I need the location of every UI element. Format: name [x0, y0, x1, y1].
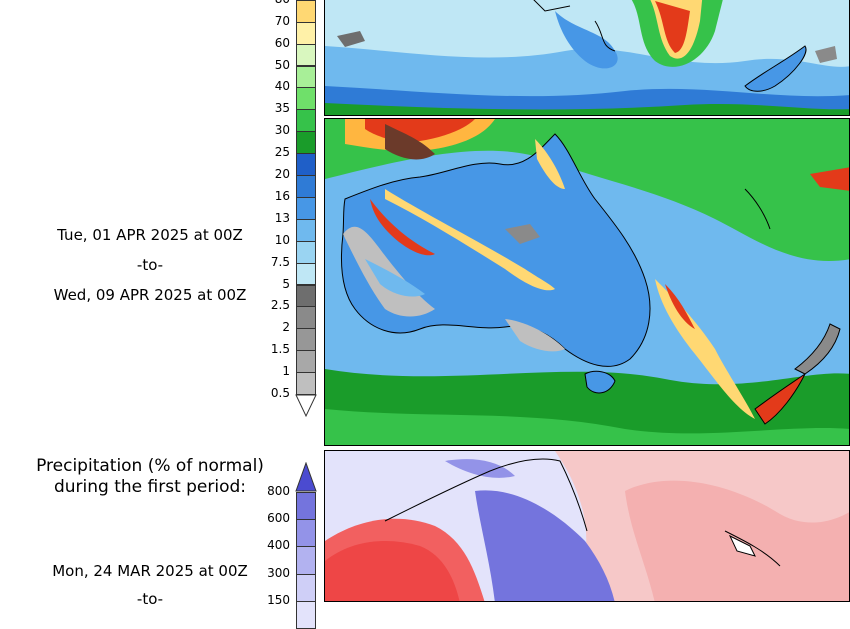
precip-colorbar-segment [296, 21, 316, 45]
precip-colorbar-segment [296, 131, 316, 155]
pct-colorbar-segment [296, 519, 316, 548]
precip-colorbar-tick-label: 7.5 [270, 254, 290, 269]
pct-colorbar-tick-label: 400 [267, 538, 290, 553]
precip-colorbar-tick-label: 1.5 [270, 342, 290, 357]
pct-colorbar-segment [296, 546, 316, 575]
precip-colorbar-segment [296, 240, 316, 264]
pct-period-separator: -to- [136, 590, 164, 608]
precip-colorbar-segment [296, 153, 316, 176]
precip-colorbar-tick-label: 60 [274, 35, 290, 50]
precip-colorbar-segment [296, 306, 316, 330]
pct-colorbar [295, 462, 317, 629]
precip-colorbar-tick-label: 10 [274, 232, 290, 247]
precip-colorbar-segment [296, 372, 316, 395]
precip-colorbar-tick-label: 25 [274, 145, 290, 160]
precip-colorbar-segment [296, 0, 316, 23]
period2-start-date: Tue, 01 APR 2025 at 00Z [57, 226, 243, 244]
precip-colorbar-tick-label: 40 [274, 79, 290, 94]
precip-colorbar-tick-label: 0.5 [270, 386, 290, 400]
precip-colorbar-tick-label: 2 [282, 320, 290, 335]
precip-colorbar-tick-label: 50 [274, 57, 290, 72]
pct-period-start-date: Mon, 24 MAR 2025 at 00Z [52, 562, 248, 580]
precip-map-period2 [324, 118, 850, 446]
precip-colorbar-tick-label: 20 [274, 167, 290, 181]
precip-colorbar-tick-label: 1 [282, 364, 290, 379]
precip-colorbar-segment [296, 0, 316, 1]
precip-colorbar-segment [296, 284, 316, 308]
precip-colorbar-segment [296, 328, 316, 352]
precip-colorbar-segment [296, 262, 316, 286]
precip-map-top [324, 0, 850, 116]
precip-colorbar-tick-label: 80 [275, 0, 290, 6]
precip-colorbar-segment [296, 43, 316, 67]
precip-colorbar-segment [296, 218, 316, 242]
pct-colorbar-tick-label: 300 [267, 565, 290, 580]
precip-colorbar-segment [296, 196, 316, 220]
period2-separator: -to- [136, 256, 164, 274]
pct-colorbar-tick-label: 800 [267, 484, 290, 498]
precip-colorbar-segment [296, 350, 316, 374]
precip-colorbar-tick-label: 5 [282, 276, 290, 291]
pct-panel-title-line2: during the first period: [53, 477, 247, 497]
precip-colorbar-segment [296, 87, 316, 111]
pct-panel-title-line1: Precipitation (% of normal) [36, 456, 264, 476]
period2-end-date: Wed, 09 APR 2025 at 00Z [53, 286, 247, 304]
pct-colorbar-segment [296, 492, 316, 521]
pct-colorbar-tick-label: 600 [267, 511, 290, 526]
precip-colorbar-segment [296, 175, 316, 198]
precip-colorbar-tick-label: 30 [274, 123, 290, 138]
pct-colorbar-segment [296, 600, 316, 629]
precip-colorbar-tick-label: 35 [274, 101, 290, 116]
precip-colorbar-tick-label: 2.5 [270, 298, 290, 313]
colorbar-min-arrow [295, 394, 317, 418]
pct-colorbar-segment [296, 573, 316, 602]
precip-colorbar-segment [296, 65, 316, 89]
precip-colorbar-tick-label: 16 [274, 188, 290, 203]
precip-colorbar-tick-label: 70 [274, 13, 290, 28]
pct-colorbar-max-arrow [295, 462, 317, 492]
precip-colorbar-segment [296, 109, 316, 133]
pct-normal-map [324, 450, 850, 602]
precip-colorbar-tick-label: 13 [274, 210, 290, 225]
precip-colorbar [295, 0, 317, 420]
